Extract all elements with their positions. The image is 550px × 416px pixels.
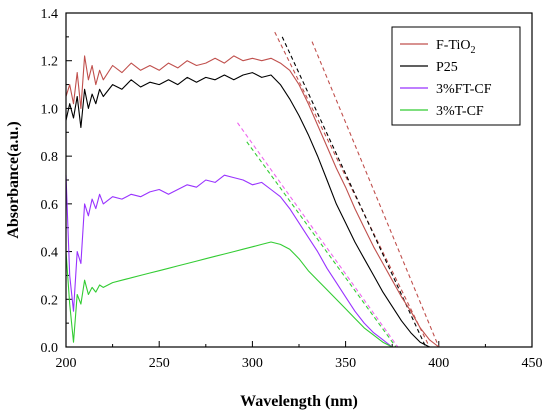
legend-box: [391, 26, 521, 126]
series-line: [65, 55, 440, 348]
series-line: [65, 241, 393, 348]
tangent-line: [311, 41, 440, 348]
legend-label: F-TiO2: [436, 38, 476, 56]
tangent-line: [246, 141, 397, 348]
y-tick-label: 0.4: [41, 246, 59, 261]
tangent-line: [237, 122, 399, 348]
tangent-line: [281, 36, 427, 348]
y-tick-label: 0.8: [41, 150, 59, 165]
y-tick-label: 0.2: [41, 293, 59, 308]
x-tick-label: 200: [56, 356, 77, 371]
series-lines: [65, 55, 440, 348]
x-tick-label: 450: [522, 356, 543, 371]
tangent-line: [274, 31, 430, 348]
y-tick-label: 1.4: [41, 7, 59, 22]
series-line: [65, 174, 393, 348]
y-tick-label: 0.0: [41, 341, 59, 356]
y-tick-label: 0.6: [41, 198, 59, 213]
legend-label: 3%T-CF: [436, 104, 484, 119]
series-line: [65, 72, 430, 348]
legend-label: P25: [436, 60, 458, 75]
y-tick-label: 1.2: [41, 55, 59, 70]
x-tick-label: 300: [242, 356, 263, 371]
legend: F-TiO2 P25 3%FT-CF 3%T-CF: [391, 26, 521, 126]
plot-frame: [65, 12, 533, 348]
x-tick-label: 350: [335, 356, 356, 371]
x-tick-label: 250: [149, 356, 170, 371]
legend-label: 3%FT-CF: [436, 82, 492, 97]
tangent-lines: [237, 31, 440, 348]
y-axis-title: Absorbance(a.u.): [5, 121, 22, 238]
x-axis-title: Wavelength (nm): [240, 393, 358, 410]
y-tick-labels: 0.0 0.2 0.4 0.6 0.8 1.0 1.2 1.4: [41, 7, 59, 356]
x-tick-labels: 200 250 300 350 400 450: [56, 356, 543, 371]
y-tick-label: 1.0: [41, 102, 59, 117]
x-tick-label: 400: [428, 356, 449, 371]
